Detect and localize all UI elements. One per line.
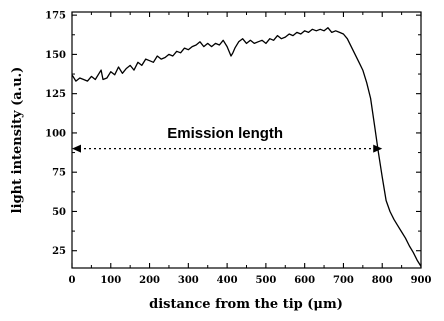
y-tick-label: 100 bbox=[45, 128, 66, 139]
x-tick-label: 300 bbox=[178, 275, 199, 286]
y-tick-label: 175 bbox=[45, 11, 66, 22]
annotations-layer: Emission length bbox=[72, 125, 383, 153]
x-tick-label: 500 bbox=[255, 275, 276, 286]
y-tick-label: 150 bbox=[45, 50, 66, 61]
arrowhead-left bbox=[72, 144, 81, 153]
x-tick-label: 100 bbox=[100, 275, 121, 286]
x-tick-label: 200 bbox=[139, 275, 160, 286]
x-tick-label: 800 bbox=[372, 275, 393, 286]
x-tick-label: 700 bbox=[333, 275, 354, 286]
y-tick-label: 25 bbox=[52, 246, 66, 257]
x-axis-ticks: 0 100 200 300 400 500 600 700 800 900 bbox=[69, 12, 432, 286]
x-axis-title: distance from the tip (μm) bbox=[149, 297, 343, 312]
x-tick-label: 0 bbox=[69, 275, 76, 286]
y-axis-title: light intensity (a.u.) bbox=[10, 67, 25, 214]
arrowhead-right bbox=[373, 144, 383, 153]
x-tick-label: 400 bbox=[217, 275, 238, 286]
y-tick-label: 75 bbox=[52, 168, 66, 179]
emission-length-label: Emission length bbox=[167, 125, 283, 142]
x-tick-label: 900 bbox=[411, 275, 432, 286]
plot-area bbox=[71, 11, 422, 269]
series-line bbox=[71, 27, 422, 267]
series-layer bbox=[71, 27, 422, 267]
x-tick-label: 600 bbox=[294, 275, 315, 286]
y-tick-label: 50 bbox=[52, 207, 66, 218]
y-tick-label: 125 bbox=[45, 89, 66, 100]
y-axis-ticks: 25 50 75 100 125 150 175 bbox=[45, 11, 421, 257]
